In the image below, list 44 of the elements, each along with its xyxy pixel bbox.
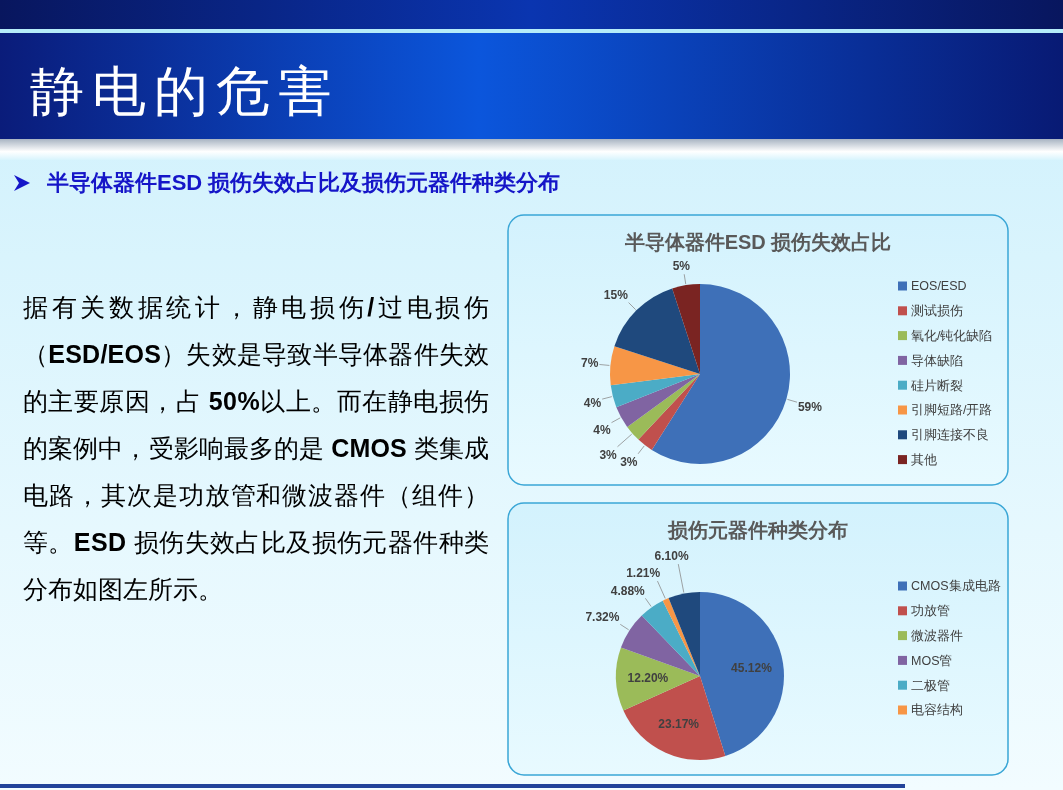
legend-label: 测试损伤: [911, 304, 963, 319]
data-label: 1.21%: [626, 566, 661, 581]
legend-label: 二极管: [911, 678, 950, 693]
data-label: 23.17%: [658, 716, 700, 731]
legend-label: CMOS集成电路: [911, 579, 1001, 594]
chart-title: 损伤元器件种类分布: [667, 519, 848, 541]
legend-label: 电容结构: [911, 702, 963, 718]
pie-slice: [610, 346, 700, 386]
pie-slice: [700, 592, 784, 757]
legend-label: 氧化/钝化缺陷: [911, 328, 993, 343]
data-label: 3%: [599, 447, 618, 462]
data-label: 4.88%: [610, 583, 646, 598]
legend-label: 引脚短路/开路: [911, 403, 993, 418]
pie-slice: [627, 374, 700, 440]
legend-label: 微波器件: [911, 628, 963, 643]
pie-slice: [668, 592, 700, 676]
pie-slice: [610, 374, 700, 408]
data-label: 59%: [797, 399, 823, 414]
data-label: 7.32%: [585, 610, 620, 624]
data-label: 7%: [581, 356, 599, 371]
data-label: 45.12%: [731, 661, 773, 676]
legend-label: 其他: [911, 452, 937, 467]
data-label: 5%: [672, 259, 691, 274]
legend-label: 功放管: [911, 604, 950, 619]
data-label: 3%: [620, 454, 638, 469]
data-label: 12.20%: [627, 671, 669, 686]
legend-label: MOS管: [911, 653, 953, 668]
pie-slice: [672, 284, 700, 374]
chart-title: 半导体器件ESD 损伤失效占比: [623, 231, 892, 253]
data-label: 4%: [593, 423, 611, 438]
text: 静电的危害: [30, 62, 340, 122]
data-label: 15%: [603, 288, 629, 303]
pie-slice: [638, 374, 700, 450]
legend-label: 硅片断裂: [910, 378, 963, 393]
pie-slice: [616, 374, 700, 427]
legend-label: EOS/ESD: [911, 279, 967, 294]
text: 半导体器件ESD 损伤失效占比及损伤元器件种类分布: [46, 170, 561, 195]
text: 据有关数据统计，静电损伤/过电损伤（ESD/EOS）失效是导致半导体器件失效的主要原因，占 50%以上。而在静电损伤的案例中，受影响最多的是 CMOS 类集成电路，其次是功放管和微波器件（组件）等。ESD 损伤失效占比及损伤元器件种类分布如图左所示。: [23, 293, 489, 603]
pie-slice: [616, 647, 700, 711]
data-label: 6.10%: [654, 549, 689, 564]
legend-label: 引脚连接不良: [911, 428, 989, 443]
legend-label: 导体缺陷: [911, 353, 963, 368]
data-label: 4%: [583, 396, 602, 411]
pie-slice: [651, 284, 790, 464]
